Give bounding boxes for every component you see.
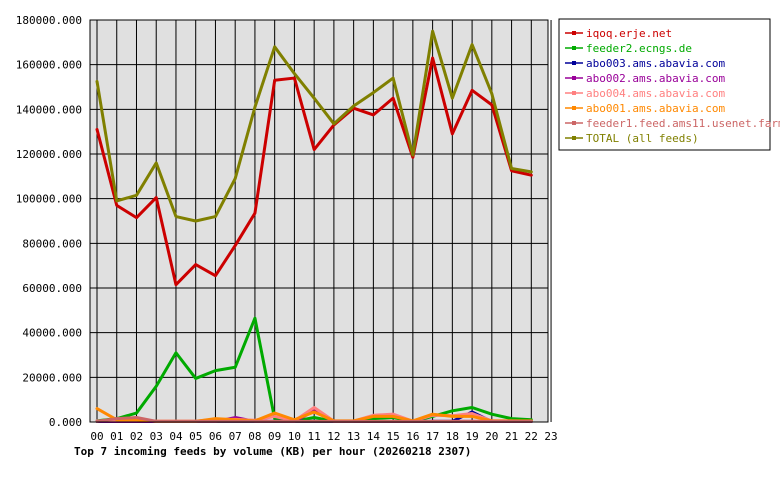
x-tick-label-21: 21 <box>505 430 518 443</box>
x-tick-label-04: 04 <box>169 430 183 443</box>
plot-background <box>90 20 548 422</box>
x-tick-label-23: 23 <box>544 430 557 443</box>
x-tick-label-02: 02 <box>130 430 143 443</box>
legend-label-3: abo002.ams.abavia.com <box>586 72 725 85</box>
plot-border <box>89 19 549 423</box>
series-line-7 <box>95 29 533 223</box>
x-tick-label-09: 09 <box>268 430 281 443</box>
legend-label-4: abo004.ams.abavia.com <box>586 87 725 100</box>
legend-marker-1 <box>572 46 576 50</box>
legend-label-7: TOTAL (all feeds) <box>586 132 699 145</box>
legend-label-0: iqoq.erje.net <box>586 27 672 40</box>
legend-marker-0 <box>572 31 576 35</box>
y-tick-label-1: 20000.000 <box>22 371 82 384</box>
x-tick-label-06: 06 <box>209 430 222 443</box>
legend: iqoq.erje.net feeder2.ecngs.de abo003.ams.… <box>558 18 780 151</box>
x-tick-label-18: 18 <box>446 430 459 443</box>
x-tick-label-15: 15 <box>386 430 399 443</box>
series-line-0 <box>95 56 533 287</box>
y-tick-label-7: 140000.000 <box>16 103 82 116</box>
legend-label-2: abo003.ams.abavia.com <box>586 57 725 70</box>
series-line-6 <box>95 416 533 423</box>
y-tick-label-0: 0.000 <box>49 416 82 429</box>
x-tick-label-11: 11 <box>308 430 321 443</box>
legend-label-1: feeder2.ecngs.de <box>586 42 692 55</box>
y-tick-label-6: 120000.000 <box>16 148 82 161</box>
y-tick-label-2: 40000.000 <box>22 327 82 340</box>
legend-label-5: abo001.ams.abavia.com <box>586 102 725 115</box>
x-tick-label-07: 07 <box>229 430 242 443</box>
y-tick-labels: 0.000 20000.000 40000.000 60000.000 80000.00… <box>16 14 82 429</box>
legend-marker-7 <box>572 136 576 140</box>
x-tick-label-10: 10 <box>288 430 301 443</box>
chart-title: Top 7 incoming feeds by volume (KB) per … <box>74 445 471 458</box>
x-tick-label-12: 12 <box>327 430 340 443</box>
x-tick-label-19: 19 <box>465 430 478 443</box>
x-tick-label-22: 22 <box>525 430 538 443</box>
legend-label-6: feeder1.feed.ams11.usenet.farm <box>586 117 780 130</box>
y-tick-label-5: 100000.000 <box>16 193 82 206</box>
x-tick-label-08: 08 <box>248 430 261 443</box>
x-tick-label-16: 16 <box>406 430 419 443</box>
legend-marker-6 <box>572 121 576 125</box>
x-tick-labels: 00 01 02 03 04 05 06 07 08 09 10 11 12 13 14 15 16 17 18 19… <box>90 430 557 443</box>
x-tick-label-20: 20 <box>485 430 498 443</box>
y-tick-label-8: 160000.000 <box>16 59 82 72</box>
legend-marker-2 <box>572 61 576 65</box>
legend-marker-3 <box>572 76 576 80</box>
legend-marker-5 <box>572 106 576 110</box>
x-tick-label-03: 03 <box>150 430 163 443</box>
x-tick-label-14: 14 <box>367 430 381 443</box>
y-tick-label-9: 180000.000 <box>16 14 82 27</box>
x-tick-label-00: 00 <box>90 430 103 443</box>
x-tick-label-05: 05 <box>189 430 202 443</box>
legend-marker-4 <box>572 91 576 95</box>
y-tick-label-4: 80000.000 <box>22 237 82 250</box>
series-line-1 <box>95 316 533 423</box>
legend-box <box>558 18 771 151</box>
y-tick-label-3: 60000.000 <box>22 282 82 295</box>
x-tick-label-17: 17 <box>426 430 439 443</box>
x-tick-label-13: 13 <box>347 430 360 443</box>
x-tick-label-01: 01 <box>110 430 123 443</box>
